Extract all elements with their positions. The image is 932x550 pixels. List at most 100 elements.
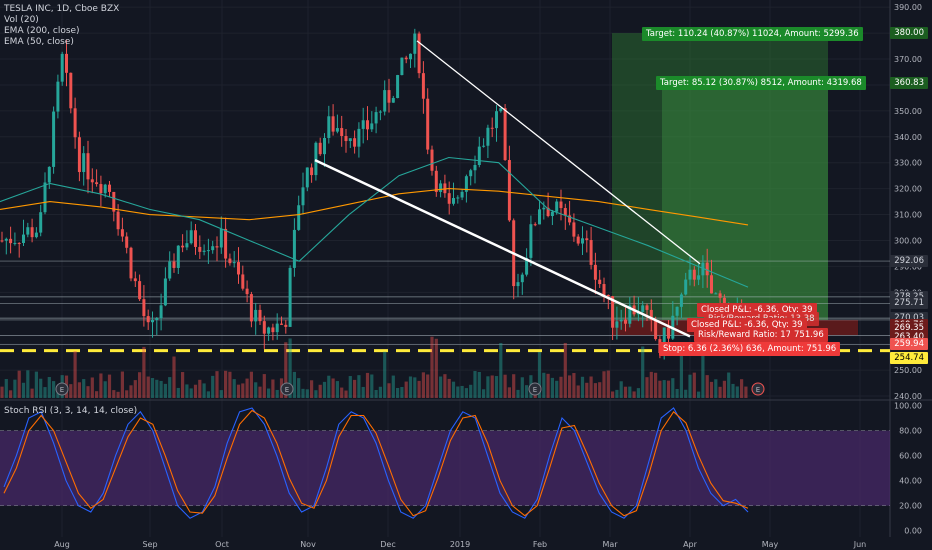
candle-body bbox=[60, 53, 64, 82]
candle-body bbox=[409, 53, 412, 60]
stoch-tick-label: 100.00 bbox=[894, 402, 922, 411]
volume-bar bbox=[593, 383, 597, 398]
volume-bar bbox=[430, 336, 434, 398]
candle-body bbox=[249, 294, 253, 322]
stoch-tick-label: 0.00 bbox=[904, 527, 922, 536]
candle-body bbox=[112, 191, 116, 212]
volume-bar bbox=[460, 385, 464, 398]
legend-ema200[interactable]: EMA (200, close) bbox=[4, 26, 80, 36]
candle-body bbox=[258, 309, 262, 322]
volume-bar bbox=[245, 378, 249, 398]
volume-bar bbox=[679, 346, 683, 398]
volume-bar bbox=[322, 381, 327, 398]
volume-bar bbox=[486, 376, 490, 398]
candle-body bbox=[151, 320, 154, 323]
candle-body bbox=[39, 212, 43, 233]
candle-body bbox=[439, 183, 443, 192]
earnings-marker bbox=[280, 382, 294, 396]
volume-bar bbox=[705, 375, 709, 398]
legend-symbol[interactable]: TESLA INC, 1D, Cboe BZX bbox=[4, 4, 120, 14]
stoch-tick-label: 80.00 bbox=[899, 427, 922, 436]
earnings-marker bbox=[751, 382, 765, 396]
candle-body bbox=[434, 170, 438, 192]
volume-bar bbox=[348, 376, 352, 398]
candle-body bbox=[421, 73, 425, 99]
volume-bar bbox=[103, 381, 107, 398]
price-tag: 380.00 bbox=[890, 27, 928, 40]
time-tick-label: Sep bbox=[142, 540, 157, 549]
price-tag: 269.35 bbox=[890, 321, 928, 334]
candle-body bbox=[619, 319, 623, 322]
volume-bar bbox=[258, 386, 262, 398]
candle-body bbox=[224, 228, 228, 259]
candle-body bbox=[654, 320, 658, 340]
candle-body bbox=[624, 319, 627, 324]
candle-body bbox=[211, 246, 215, 251]
volume-bar bbox=[443, 374, 447, 398]
volume-bar bbox=[641, 346, 645, 398]
price-tick-label: 300.00 bbox=[894, 236, 922, 245]
volume-bar bbox=[563, 342, 567, 398]
volume-bar bbox=[507, 387, 511, 398]
candle-body bbox=[675, 306, 679, 316]
candle-body bbox=[684, 279, 688, 295]
candle-body bbox=[185, 243, 189, 248]
volume-bar bbox=[482, 389, 486, 398]
volume-bar bbox=[236, 384, 241, 398]
volume-bar bbox=[82, 379, 86, 398]
candle-body bbox=[495, 111, 498, 129]
volume-bar bbox=[378, 386, 382, 398]
volume-bar bbox=[327, 375, 331, 398]
volume-bar bbox=[86, 386, 90, 398]
candle-body bbox=[77, 137, 81, 173]
candle-body bbox=[589, 240, 593, 265]
candle-body bbox=[482, 145, 486, 147]
legend-volume[interactable]: Vol (20) bbox=[4, 15, 39, 25]
volume-bar bbox=[542, 372, 546, 398]
price-tick-label: 240.00 bbox=[894, 392, 922, 401]
volume-bar bbox=[451, 381, 456, 398]
volume-bar bbox=[421, 372, 425, 398]
volume-bar bbox=[228, 371, 232, 398]
volume-bar bbox=[176, 387, 180, 398]
candle-body bbox=[159, 305, 163, 319]
candle-body bbox=[172, 261, 176, 268]
volume-bar bbox=[383, 351, 387, 398]
time-tick-label: Dec bbox=[380, 540, 395, 549]
candle-body bbox=[370, 123, 374, 130]
volume-bar bbox=[671, 378, 675, 398]
trendlines bbox=[314, 40, 701, 338]
volume-bar bbox=[331, 378, 335, 398]
price-tick-label: 390.00 bbox=[894, 3, 922, 12]
legend-ema50[interactable]: EMA (50, close) bbox=[4, 37, 74, 47]
volume-bar bbox=[181, 372, 185, 398]
candle-body bbox=[366, 120, 369, 130]
volume-bar bbox=[537, 351, 542, 398]
candle-body bbox=[254, 309, 258, 322]
volume-bar bbox=[301, 388, 305, 398]
time-tick-label: May bbox=[762, 540, 779, 549]
candle-body bbox=[533, 224, 537, 226]
volume-bar bbox=[288, 338, 292, 398]
volume-bar bbox=[21, 382, 26, 398]
candle-body bbox=[43, 182, 47, 213]
candle-body bbox=[645, 305, 649, 310]
volume-bar bbox=[580, 376, 585, 398]
candle-body bbox=[30, 227, 34, 238]
volume-bar bbox=[585, 382, 589, 398]
candle-body bbox=[598, 279, 602, 285]
volume-bar bbox=[434, 338, 438, 398]
candle-body bbox=[280, 323, 283, 325]
candle-body bbox=[90, 179, 94, 183]
volume-bar bbox=[658, 380, 662, 398]
candle-body bbox=[176, 245, 180, 268]
volume-bar bbox=[129, 385, 133, 398]
candle-body bbox=[344, 136, 348, 142]
candle-body bbox=[232, 262, 236, 264]
volume-bar bbox=[254, 382, 258, 398]
stoch-legend[interactable]: Stoch RSI (3, 3, 14, 14, close) bbox=[4, 406, 138, 416]
volume-bar bbox=[426, 374, 430, 398]
candle-body bbox=[275, 323, 279, 333]
volume-bar bbox=[155, 379, 159, 398]
candle-body bbox=[284, 324, 288, 327]
